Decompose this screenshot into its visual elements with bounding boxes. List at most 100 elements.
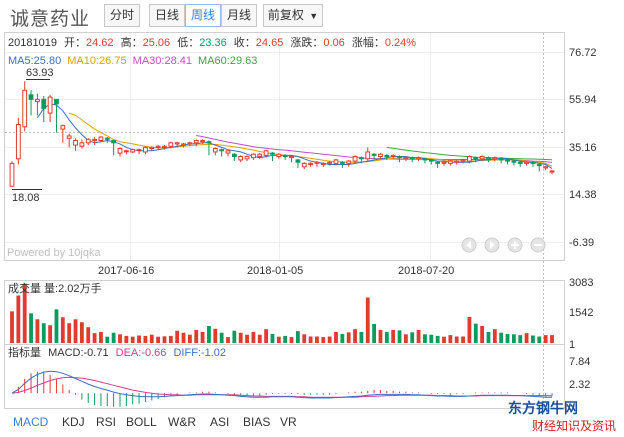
volume-tick: 1 <box>569 339 575 351</box>
candle-body <box>282 154 288 158</box>
volume-bar <box>35 319 40 343</box>
volume-bar <box>537 336 542 343</box>
chart-area[interactable]: 20181019 开：24.62 高：25.06 低：23.36 收：24.65… <box>0 32 624 437</box>
candle-body <box>155 145 161 148</box>
volume-bar <box>340 333 345 343</box>
candle-body <box>200 140 205 143</box>
candle-body <box>314 161 320 164</box>
volume-bar <box>295 331 300 343</box>
tab-vr[interactable]: VR <box>280 415 297 429</box>
candle-body <box>371 153 377 156</box>
volume-bar <box>67 323 72 343</box>
powered-by: Powered by 10jqka <box>7 247 101 259</box>
chart-nav-controls <box>461 237 546 253</box>
tab-kdj[interactable]: KDJ <box>62 415 85 429</box>
candle-body <box>66 135 72 139</box>
volume-bar <box>499 332 504 343</box>
tab-intraday[interactable]: 分时 <box>104 4 140 27</box>
candle-body <box>111 140 117 144</box>
candle-body <box>9 162 15 187</box>
volume-bar <box>187 334 192 343</box>
volume-bar <box>480 325 485 343</box>
ma10-legend: MA10:26.75 <box>67 55 126 67</box>
volume-bar <box>492 329 497 343</box>
volume-bar <box>79 322 84 343</box>
candle-body <box>295 159 301 163</box>
candle-body <box>85 138 91 144</box>
low-marker: 18.08 <box>12 192 40 204</box>
candle-body <box>308 162 313 166</box>
candle-body <box>390 154 396 158</box>
candle-body <box>41 98 47 110</box>
candle-body <box>384 154 390 158</box>
volume-bar <box>257 334 262 343</box>
tab-bias[interactable]: BIAS <box>243 415 271 429</box>
candle-body <box>536 164 542 167</box>
adjust-dropdown-label: 前复权 <box>267 8 304 22</box>
candle-body <box>441 161 447 164</box>
volume-bar <box>29 313 33 343</box>
candle-body <box>60 125 66 130</box>
volume-bar <box>181 332 186 343</box>
volume-bar <box>518 335 523 343</box>
adjust-dropdown[interactable]: 前复权 ▼ <box>263 4 323 27</box>
tab-boll[interactable]: BOLL <box>126 415 157 429</box>
candle-body <box>460 159 466 162</box>
volume-bars <box>10 283 554 343</box>
header: 诚意药业 分时 日线 周线 月线 前复权 ▼ <box>0 0 624 32</box>
ohlc-info: 20181019 开：24.62 高：25.06 低：23.36 收：24.65… <box>8 35 416 49</box>
volume-bar <box>321 337 326 343</box>
volume-bar <box>442 336 446 343</box>
volume-bar <box>213 328 218 343</box>
tab-wr[interactable]: W&R <box>168 415 196 429</box>
candle-body <box>479 156 485 160</box>
candle-body <box>339 161 345 164</box>
info-open-label: 开： <box>64 37 86 49</box>
candle-body <box>403 157 409 160</box>
date-tick: 2018-07-20 <box>398 265 454 277</box>
volume-bar <box>378 329 383 343</box>
candle-body <box>301 162 307 168</box>
tab-monthly[interactable]: 月线 <box>221 4 257 27</box>
candle-body <box>174 142 180 145</box>
candle-body <box>333 159 339 164</box>
price-tick: 76.72 <box>569 47 597 59</box>
scroll-right-button[interactable] <box>484 237 500 253</box>
scroll-left-button[interactable] <box>461 237 477 253</box>
tab-daily[interactable]: 日线 <box>149 4 185 27</box>
volume-bar <box>550 335 554 343</box>
ma30-legend: MA30:28.41 <box>133 55 192 67</box>
indicator-tabs: MACD KDJ RSI BOLL W&R ASI BIAS VR <box>0 410 624 437</box>
candle-body <box>359 157 364 160</box>
tab-asi[interactable]: ASI <box>210 415 230 429</box>
candle-body <box>28 94 34 100</box>
candle-body <box>238 156 244 161</box>
candle-body <box>276 153 282 158</box>
diff-value: DIFF:-1.02 <box>173 347 226 359</box>
ma5-line <box>36 103 553 169</box>
candle-body <box>492 157 498 160</box>
candle-body <box>123 150 129 153</box>
volume-bar <box>232 330 237 343</box>
volume-bar <box>207 325 211 343</box>
tab-rsi[interactable]: RSI <box>96 415 117 429</box>
volume-bar <box>130 336 135 343</box>
volume-bar <box>467 316 472 343</box>
macd-legend: 指标量 MACD:-0.71 DEA:-0.66 DIFF:-1.02 <box>8 345 226 359</box>
volume-bar <box>435 335 440 343</box>
tab-weekly[interactable]: 周线 <box>185 4 221 27</box>
candle-body <box>98 136 104 142</box>
macd-panel <box>4 344 565 409</box>
zoom-out-button[interactable] <box>530 237 546 253</box>
price-tick: 55.94 <box>569 94 597 106</box>
date-tick: 2017-06-16 <box>98 265 154 277</box>
zoom-in-button[interactable] <box>507 237 523 253</box>
tab-macd[interactable]: MACD <box>13 415 49 429</box>
candle-body <box>143 146 148 153</box>
candle-body <box>352 156 358 162</box>
watermark-subtitle: 财经知识及资讯 <box>532 419 617 433</box>
chevron-down-icon: ▼ <box>309 11 319 21</box>
volume-bar <box>111 332 116 343</box>
volume-bar <box>194 329 199 343</box>
volume-bar <box>315 336 319 343</box>
